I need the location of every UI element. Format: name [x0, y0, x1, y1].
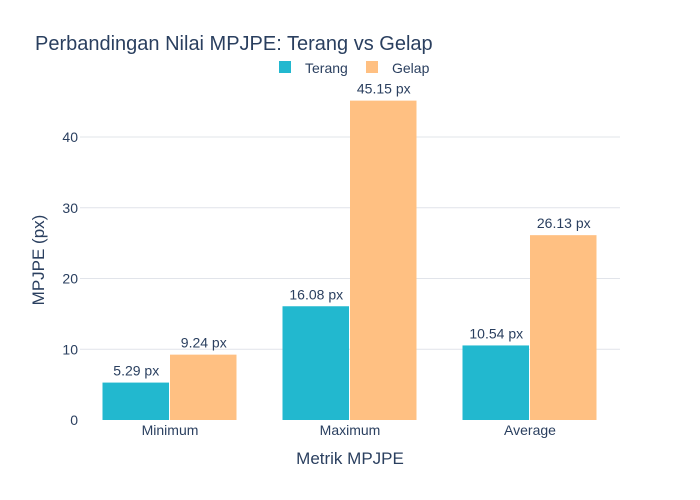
x-tick-label: Average [504, 422, 556, 438]
bar-terang-minimum[interactable] [102, 382, 170, 420]
bar-value-label: 26.13 px [537, 215, 591, 231]
bar-terang-average[interactable] [462, 345, 530, 420]
x-tick-label: Maximum [320, 422, 381, 438]
bar-gelap-maximum[interactable] [350, 100, 417, 420]
bar-value-label: 9.24 px [181, 335, 227, 351]
bar-terang-maximum[interactable] [282, 306, 350, 420]
legend-swatch-terang[interactable] [279, 61, 291, 73]
bar-value-label: 45.15 px [357, 81, 411, 97]
bar-labels: 5.29 px 9.24 px 16.08 px 45.15 px 10.54 px 26… [113, 81, 590, 379]
x-axis-title: Metrik MPJPE [296, 449, 404, 468]
y-tick-label: 0 [70, 412, 78, 428]
legend-label-gelap[interactable]: Gelap [392, 60, 430, 76]
bar-value-label: 5.29 px [113, 363, 159, 379]
bar-value-label: 10.54 px [469, 325, 523, 341]
y-tick-label: 20 [62, 271, 78, 287]
y-axis-title: MPJPE (px) [29, 215, 48, 306]
bar-gelap-average[interactable] [530, 235, 597, 420]
chart-title: Perbandingan Nilai MPJPE: Terang vs Gela… [35, 33, 433, 55]
y-axis-ticks: 0 10 20 30 40 [62, 129, 78, 428]
legend[interactable]: Terang Gelap [279, 60, 430, 76]
bars [102, 100, 597, 420]
legend-label-terang[interactable]: Terang [305, 60, 348, 76]
y-tick-label: 40 [62, 129, 78, 145]
x-tick-label: Minimum [142, 422, 199, 438]
y-tick-label: 30 [62, 200, 78, 216]
x-axis-ticks: Minimum Maximum Average [142, 422, 557, 438]
y-tick-label: 10 [62, 341, 78, 357]
bar-gelap-minimum[interactable] [170, 354, 237, 420]
legend-swatch-gelap[interactable] [366, 61, 378, 73]
bar-value-label: 16.08 px [289, 286, 343, 302]
